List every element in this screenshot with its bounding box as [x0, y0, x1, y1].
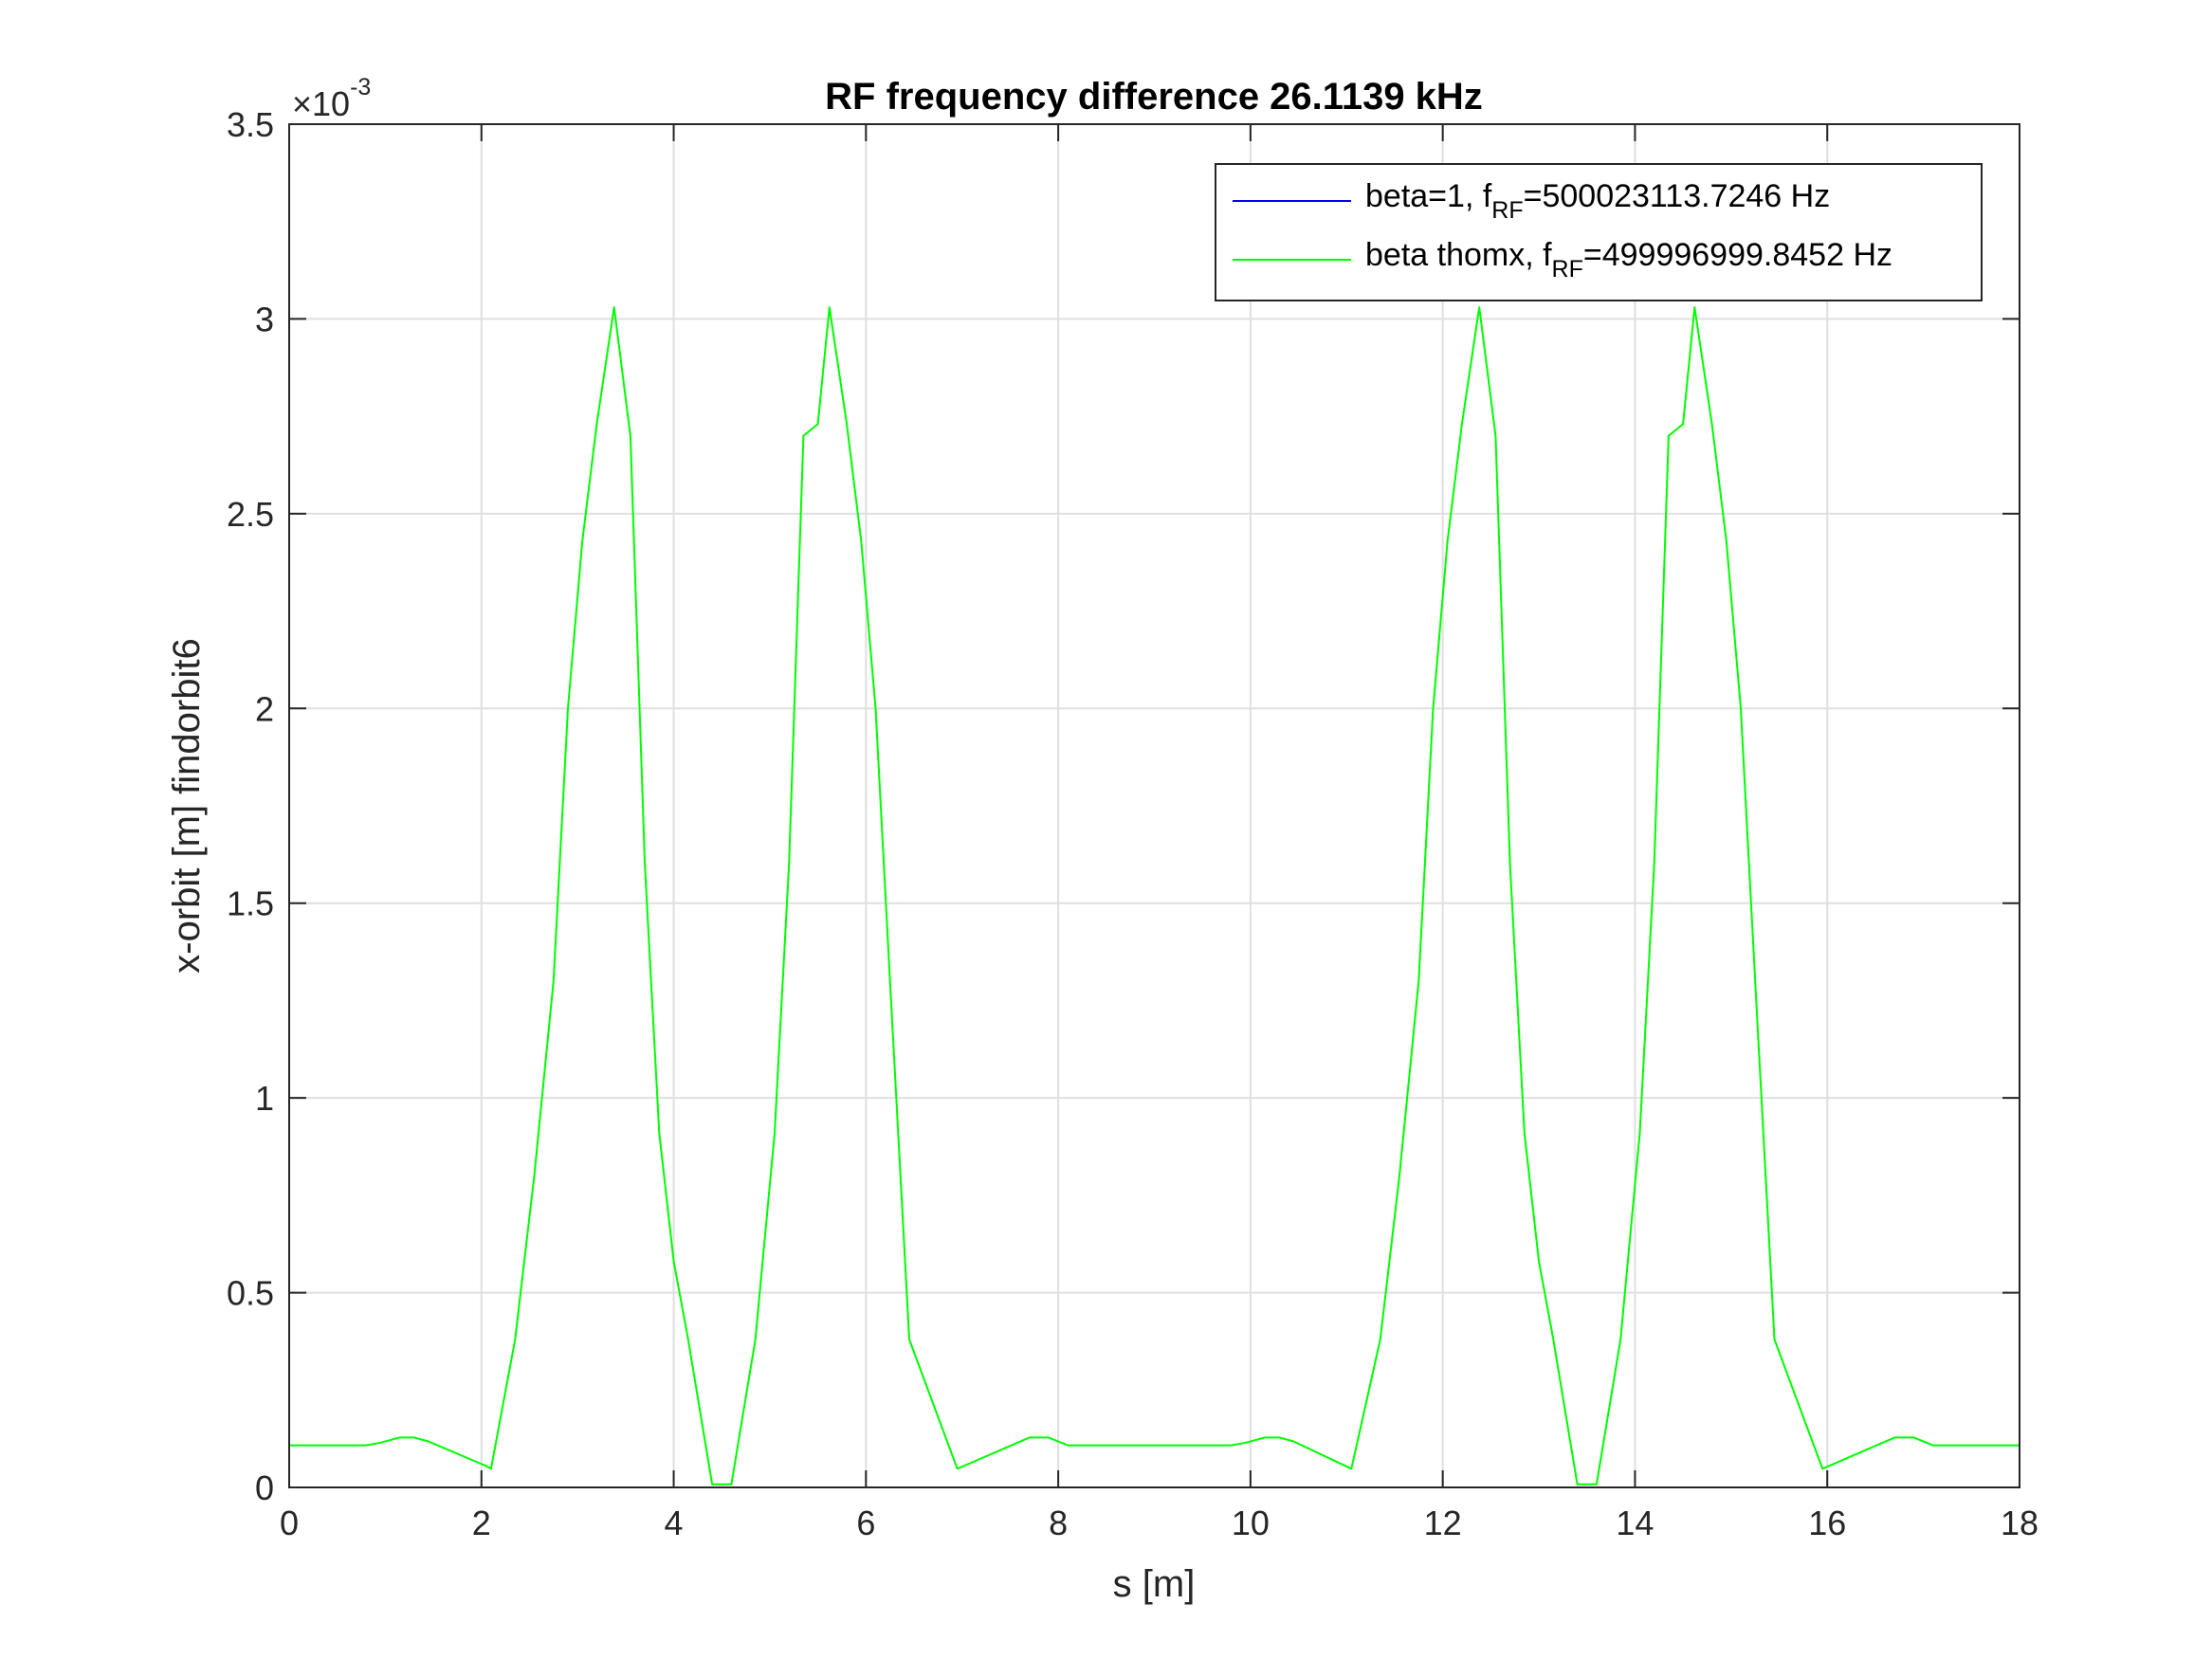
y-tick-label: 2	[255, 689, 274, 728]
chart-title: RF frequency difference 26.1139 kHz	[825, 76, 1483, 118]
y-tick-label: 2.5	[227, 495, 274, 534]
axes-box	[288, 123, 2020, 1488]
x-tick-label: 0	[280, 1504, 299, 1542]
y-tick-label: 1	[255, 1079, 274, 1118]
x-tick-label: 6	[856, 1504, 875, 1542]
y-tick-label: 1.5	[227, 884, 274, 923]
x-tick-label: 18	[2001, 1504, 2038, 1542]
series-line-beta-thomx	[289, 306, 2020, 1486]
legend: beta=1, fRF=500023113.7246 Hz beta thomx…	[1215, 163, 1983, 301]
x-tick-label: 14	[1616, 1504, 1654, 1542]
legend-label-beta-1: beta=1, fRF=500023113.7246 Hz	[1365, 178, 1830, 224]
y-exponent-label: ×10-3	[292, 74, 371, 123]
legend-box	[1215, 163, 1983, 301]
x-tick-label: 2	[472, 1504, 491, 1542]
legend-label-beta-thomx: beta thomx, fRF=499996999.8452 Hz	[1365, 237, 1892, 283]
y-axis-label: x-orbit [m] findorbit6	[166, 638, 208, 973]
x-tick-label: 4	[665, 1504, 684, 1542]
grid	[289, 124, 2020, 1487]
x-axis-label: s [m]	[1113, 1563, 1196, 1605]
x-tick-label: 12	[1424, 1504, 1462, 1542]
y-tick-label: 3	[255, 300, 274, 338]
x-tick-label: 10	[1232, 1504, 1270, 1542]
x-tick-label: 16	[1808, 1504, 1846, 1542]
ticks: 0 2 4 6 8 10 12 14 16 18 0 0.5 1 1.5 2 2.5 3 3.5	[227, 105, 2038, 1542]
y-tick-label: 0	[255, 1468, 274, 1507]
plot-area	[289, 124, 2020, 1487]
x-tick-label: 8	[1049, 1504, 1068, 1542]
y-tick-label: 0.5	[227, 1274, 274, 1313]
y-tick-label: 3.5	[227, 105, 274, 144]
